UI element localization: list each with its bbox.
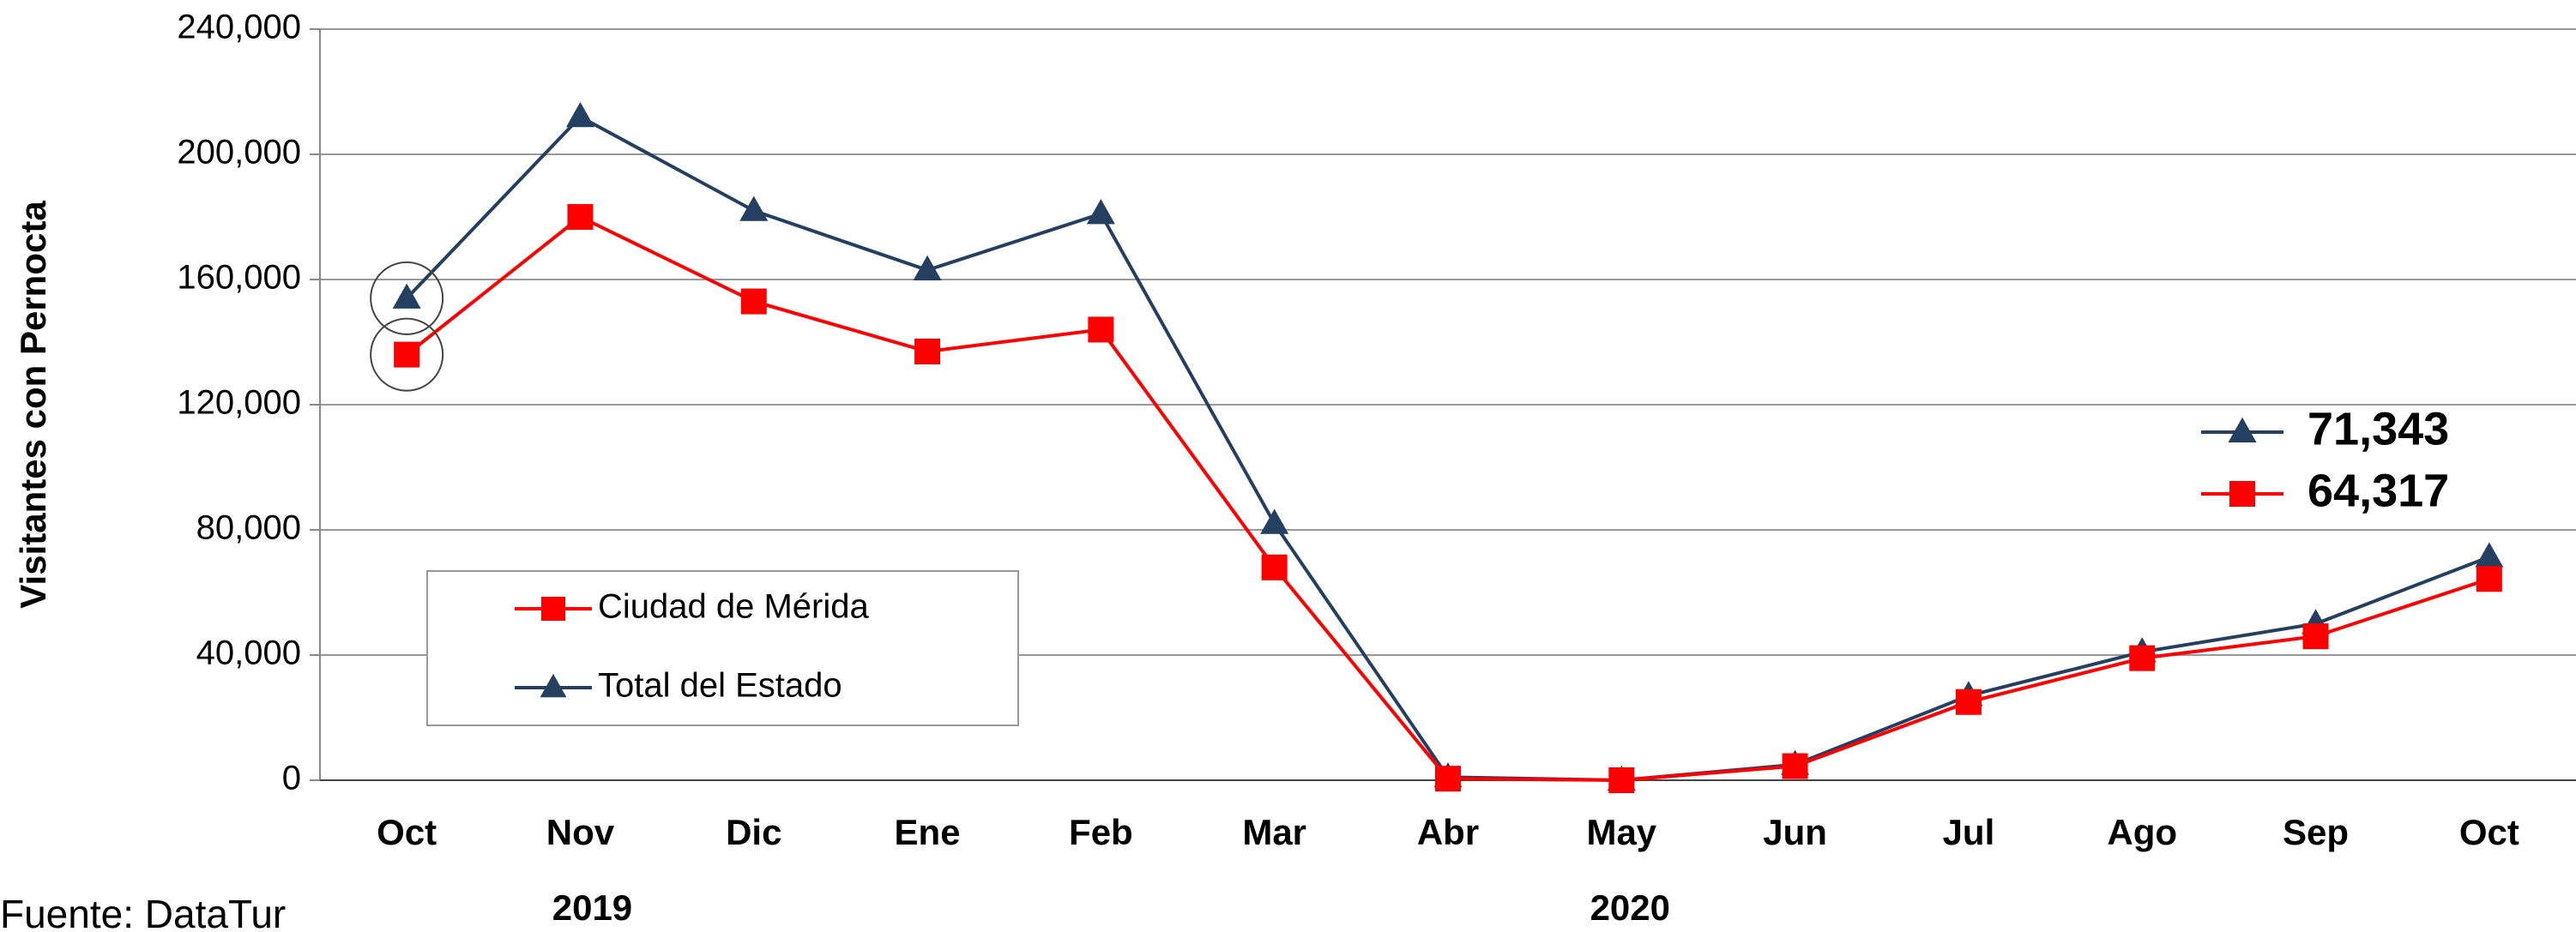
y-tick-label: 80,000 [196,509,301,547]
y-tick-label: 120,000 [177,384,301,422]
y-tick-label: 0 [282,760,301,797]
x-tick-label: May [1586,812,1656,852]
x-tick-label: Ene [895,812,961,852]
marker [1086,199,1115,225]
x-tick-label: Ago [2107,812,2177,852]
legend-label: Ciudad de Mérida [598,588,869,626]
x-tick-label: Nov [546,812,615,852]
x-tick-label: Sep [2283,812,2349,852]
year-label: 2019 [552,887,632,928]
value-label: 71,343 [2308,403,2449,454]
marker [565,101,594,128]
marker [392,283,421,309]
year-label: 2020 [1590,887,1670,928]
highlight-circle [370,317,444,392]
x-tick-label: Oct [2459,812,2519,852]
x-tick-label: Dic [726,812,781,852]
marker [1608,767,1635,793]
marker [914,338,941,364]
legend-label: Total del Estado [598,667,842,705]
x-tick-label: Oct [377,812,437,852]
marker [540,673,567,698]
y-tick-label: 160,000 [177,259,301,297]
marker [1261,554,1288,580]
marker [394,341,420,368]
marker [1955,688,1982,715]
marker [1782,753,1808,779]
marker [2229,481,2255,507]
marker [2228,417,2257,442]
source: Fuente: DataTur [0,892,286,932]
marker [1088,316,1114,343]
marker [2302,623,2329,650]
x-tick-label: Feb [1069,812,1133,852]
marker [2476,566,2502,592]
marker [2475,542,2504,568]
x-tick-label: Mar [1242,812,1306,852]
highlight-circle [370,261,444,335]
marker [567,204,594,230]
y-tick-label: 240,000 [177,9,301,46]
marker [739,195,769,221]
x-tick-label: Jun [1763,812,1827,852]
y-axis-label: Visitantes con Pernocta [13,201,53,609]
value-label: 64,317 [2308,465,2449,516]
legend-box [426,570,1019,726]
marker [2129,645,2156,671]
x-tick-label: Abr [1417,812,1479,852]
marker [541,597,565,621]
y-tick-label: 40,000 [196,634,301,672]
marker [913,255,942,281]
marker [740,288,767,315]
marker [1435,766,1461,792]
marker [1260,508,1289,534]
y-tick-label: 200,000 [177,134,301,171]
x-tick-label: Jul [1943,812,1995,852]
